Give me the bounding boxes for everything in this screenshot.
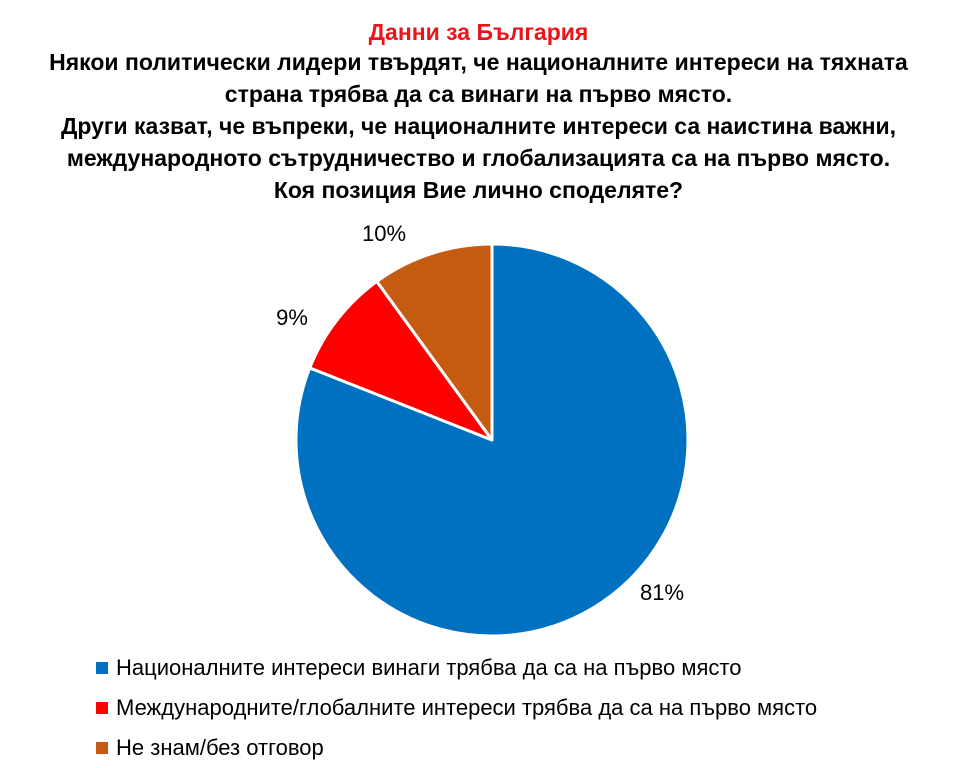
chart-title: Данни за България (368, 19, 589, 45)
question-line-2: страна трябва да са винаги на първо мяст… (224, 81, 733, 107)
pie-chart: 81% 9% 10% (276, 221, 690, 638)
pie-slice-dont-know (375, 242, 494, 442)
chart-legend: Националните интереси винаги трябва да с… (96, 648, 817, 768)
data-label-national: 81% (640, 580, 684, 605)
question-line-1: Някои политически лидери твърдят, че нац… (49, 49, 908, 75)
pie-slice-global (308, 279, 494, 442)
legend-swatch-global (96, 702, 108, 714)
legend-item-national: Националните интереси винаги трябва да с… (96, 648, 817, 688)
legend-label-global: Международните/глобалните интереси трябв… (116, 695, 818, 720)
question-line-3: Други казват, че въпреки, че националнит… (61, 113, 896, 139)
legend-swatch-national (96, 662, 108, 674)
legend-swatch-dont-know (96, 742, 108, 754)
data-label-dont-know: 10% (362, 221, 406, 246)
data-label-global: 9% (276, 305, 308, 330)
legend-label-dont-know: Не знам/без отговор (116, 735, 324, 760)
question-line-4: международното сътрудничество и глобализ… (66, 145, 891, 171)
legend-item-global: Международните/глобалните интереси трябв… (96, 688, 817, 728)
question-line-5: Коя позиция Вие лично споделяте? (273, 177, 684, 203)
legend-item-dont-know: Не знам/без отговор (96, 728, 817, 768)
legend-label-national: Националните интереси винаги трябва да с… (116, 655, 742, 680)
chart-header: Данни за България Някои политически лиде… (0, 18, 957, 206)
